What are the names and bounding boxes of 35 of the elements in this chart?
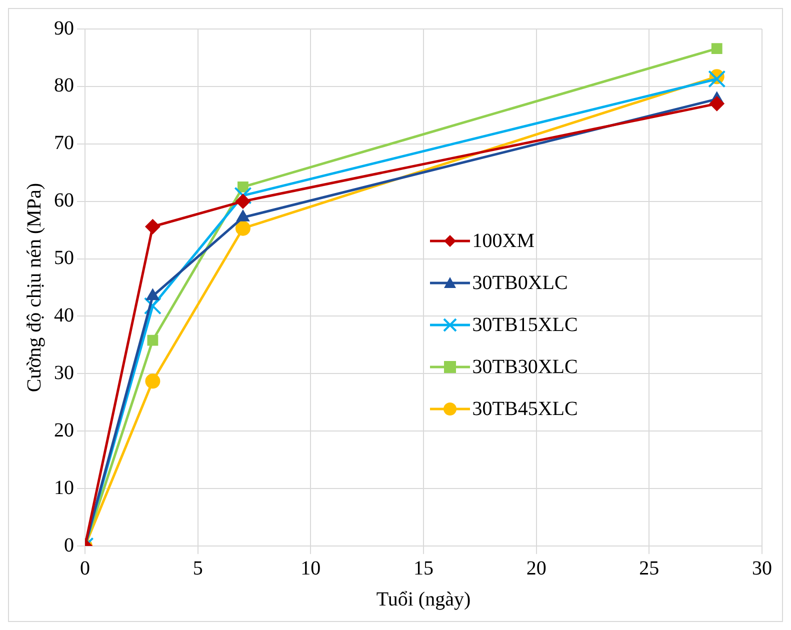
x-axis-title: Tuổi (ngày) [376,588,471,610]
point [708,70,726,88]
x-tick-label: 0 [80,557,90,580]
y-tick-label: 40 [54,304,74,326]
x-tick-label: 25 [639,557,660,580]
point [144,297,162,315]
legend-label: 100XM [472,230,534,253]
legend-label: 30TB15XLC [472,314,578,337]
point [235,194,250,209]
legend-label: 30TB45XLC [472,398,578,421]
y-tick-label: 20 [54,419,74,442]
y-tick-label: 70 [54,132,74,154]
x-tick-label: 30 [752,557,772,580]
y-tick-label: 10 [54,476,74,499]
legend-label: 30TB0XLC [472,272,568,295]
legend-label: 30TB30XLC [472,356,578,379]
x-tick-label: 10 [300,557,321,580]
point [238,182,248,192]
y-tick-label: 50 [54,247,74,270]
point [147,334,158,346]
x-tick-label: 15 [414,557,434,580]
point [709,96,724,112]
point [145,374,160,389]
y-tick-label: 0 [64,534,74,556]
point [145,219,160,234]
x-tick-label: 20 [526,557,546,580]
point [235,220,250,236]
y-tick-label: 90 [54,17,74,40]
point [711,43,722,54]
y-axis-title: Cường độ chịu nén (MPa) [23,182,46,392]
y-tick-label: 80 [54,74,74,97]
y-tick-label: 30 [54,362,74,384]
point [146,288,160,300]
x-tick-label: 5 [192,557,203,580]
y-tick-label: 60 [54,190,74,212]
